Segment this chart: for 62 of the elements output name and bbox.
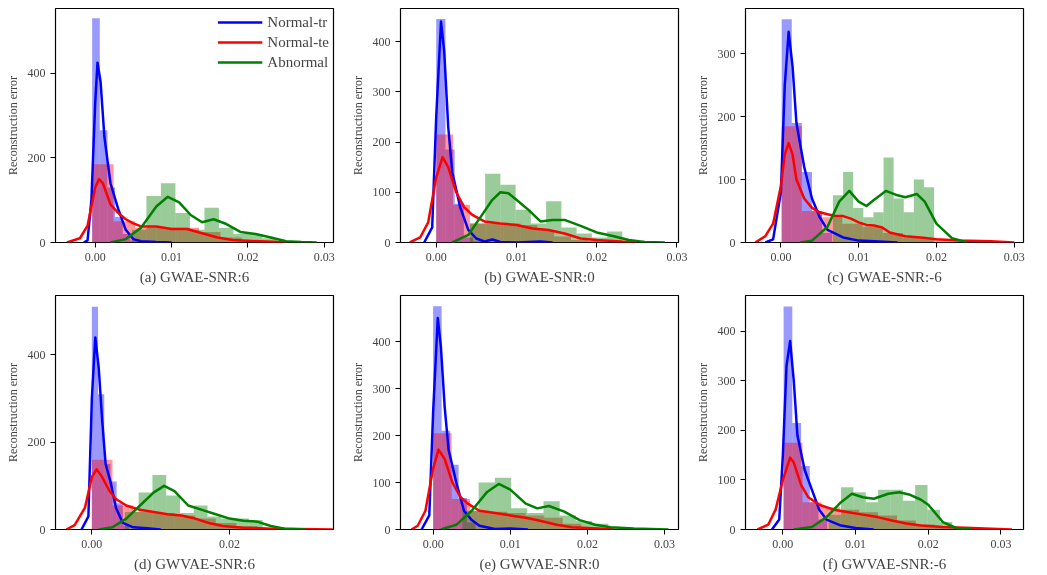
x-tick-label: 0.03	[990, 536, 1012, 551]
y-tick-label: 300	[717, 373, 736, 388]
y-tick-label: 200	[717, 423, 736, 438]
y-tick-label: 300	[372, 381, 391, 396]
x-tick-label: 0.03	[666, 249, 688, 264]
y-tick-label: 0	[729, 522, 736, 537]
y-tick-label: 200	[717, 109, 736, 124]
x-tick-label: 0.03	[313, 249, 335, 264]
y-tick-label: 0	[39, 522, 46, 537]
x-axis-title: (a) GWAE-SNR:6	[139, 268, 250, 286]
x-tick-label: 0.00	[422, 536, 444, 551]
y-tick-label: 0	[384, 522, 391, 537]
y-axis-title: Reconstruction error	[695, 363, 710, 462]
x-axis-title: (c) GWAE-SNR:-6	[827, 268, 943, 286]
legend-label: Normal-tr	[267, 13, 328, 31]
x-tick-label: 0.00	[81, 536, 103, 551]
x-axis-title: (e) GWVAE-SNR:0	[479, 555, 600, 573]
y-axis-title: Reconstruction error	[5, 363, 20, 462]
y-tick-label: 400	[27, 347, 46, 362]
legend-label: Normal-te	[267, 33, 329, 51]
x-tick-label: 0.01	[161, 249, 183, 264]
y-axis-title: Reconstruction error	[5, 76, 20, 175]
y-axis-title: Reconstruction error	[695, 76, 710, 175]
y-tick-label: 300	[372, 84, 391, 99]
x-tick-label: 0.00	[770, 249, 792, 264]
x-tick-label: 0.01	[505, 249, 527, 264]
x-tick-label: 0.02	[917, 536, 939, 551]
y-axis-title: Reconstruction error	[350, 363, 365, 462]
y-tick-label: 100	[717, 472, 736, 487]
y-tick-label: 400	[717, 324, 736, 339]
x-tick-label: 0.01	[499, 536, 521, 551]
legend-label: Abnormal	[267, 53, 329, 71]
x-axis-title: (f) GWVAE-SNR:-6	[822, 555, 947, 573]
x-tick-label: 0.01	[845, 536, 867, 551]
x-tick-label: 0.02	[576, 536, 598, 551]
x-tick-label: 0.02	[237, 249, 259, 264]
x-tick-label: 0.00	[425, 249, 447, 264]
y-tick-label: 400	[27, 66, 46, 81]
x-tick-label: 0.02	[219, 536, 241, 551]
x-tick-label: 0.01	[848, 249, 870, 264]
y-tick-label: 300	[717, 46, 736, 61]
y-tick-label: 200	[27, 435, 46, 450]
y-tick-label: 100	[372, 475, 391, 490]
x-axis-title: (b) GWAE-SNR:0	[484, 268, 595, 286]
x-tick-label: 0.00	[84, 249, 106, 264]
y-tick-label: 400	[372, 34, 391, 49]
x-tick-label: 0.03	[654, 536, 676, 551]
y-tick-label: 200	[372, 135, 391, 150]
y-axis-title: Reconstruction error	[350, 76, 365, 175]
x-axis-title: (d) GWVAE-SNR:6	[134, 555, 256, 573]
y-tick-label: 100	[372, 185, 391, 200]
y-tick-label: 200	[372, 428, 391, 443]
x-tick-label: 0.00	[772, 536, 794, 551]
y-tick-label: 100	[717, 172, 736, 187]
y-tick-label: 200	[27, 150, 46, 165]
x-tick-label: 0.02	[586, 249, 608, 264]
y-tick-label: 0	[384, 235, 391, 250]
x-tick-label: 0.03	[1003, 249, 1025, 264]
y-tick-label: 0	[729, 235, 736, 250]
x-tick-label: 0.02	[925, 249, 947, 264]
y-tick-label: 400	[372, 334, 391, 349]
y-tick-label: 0	[39, 235, 46, 250]
